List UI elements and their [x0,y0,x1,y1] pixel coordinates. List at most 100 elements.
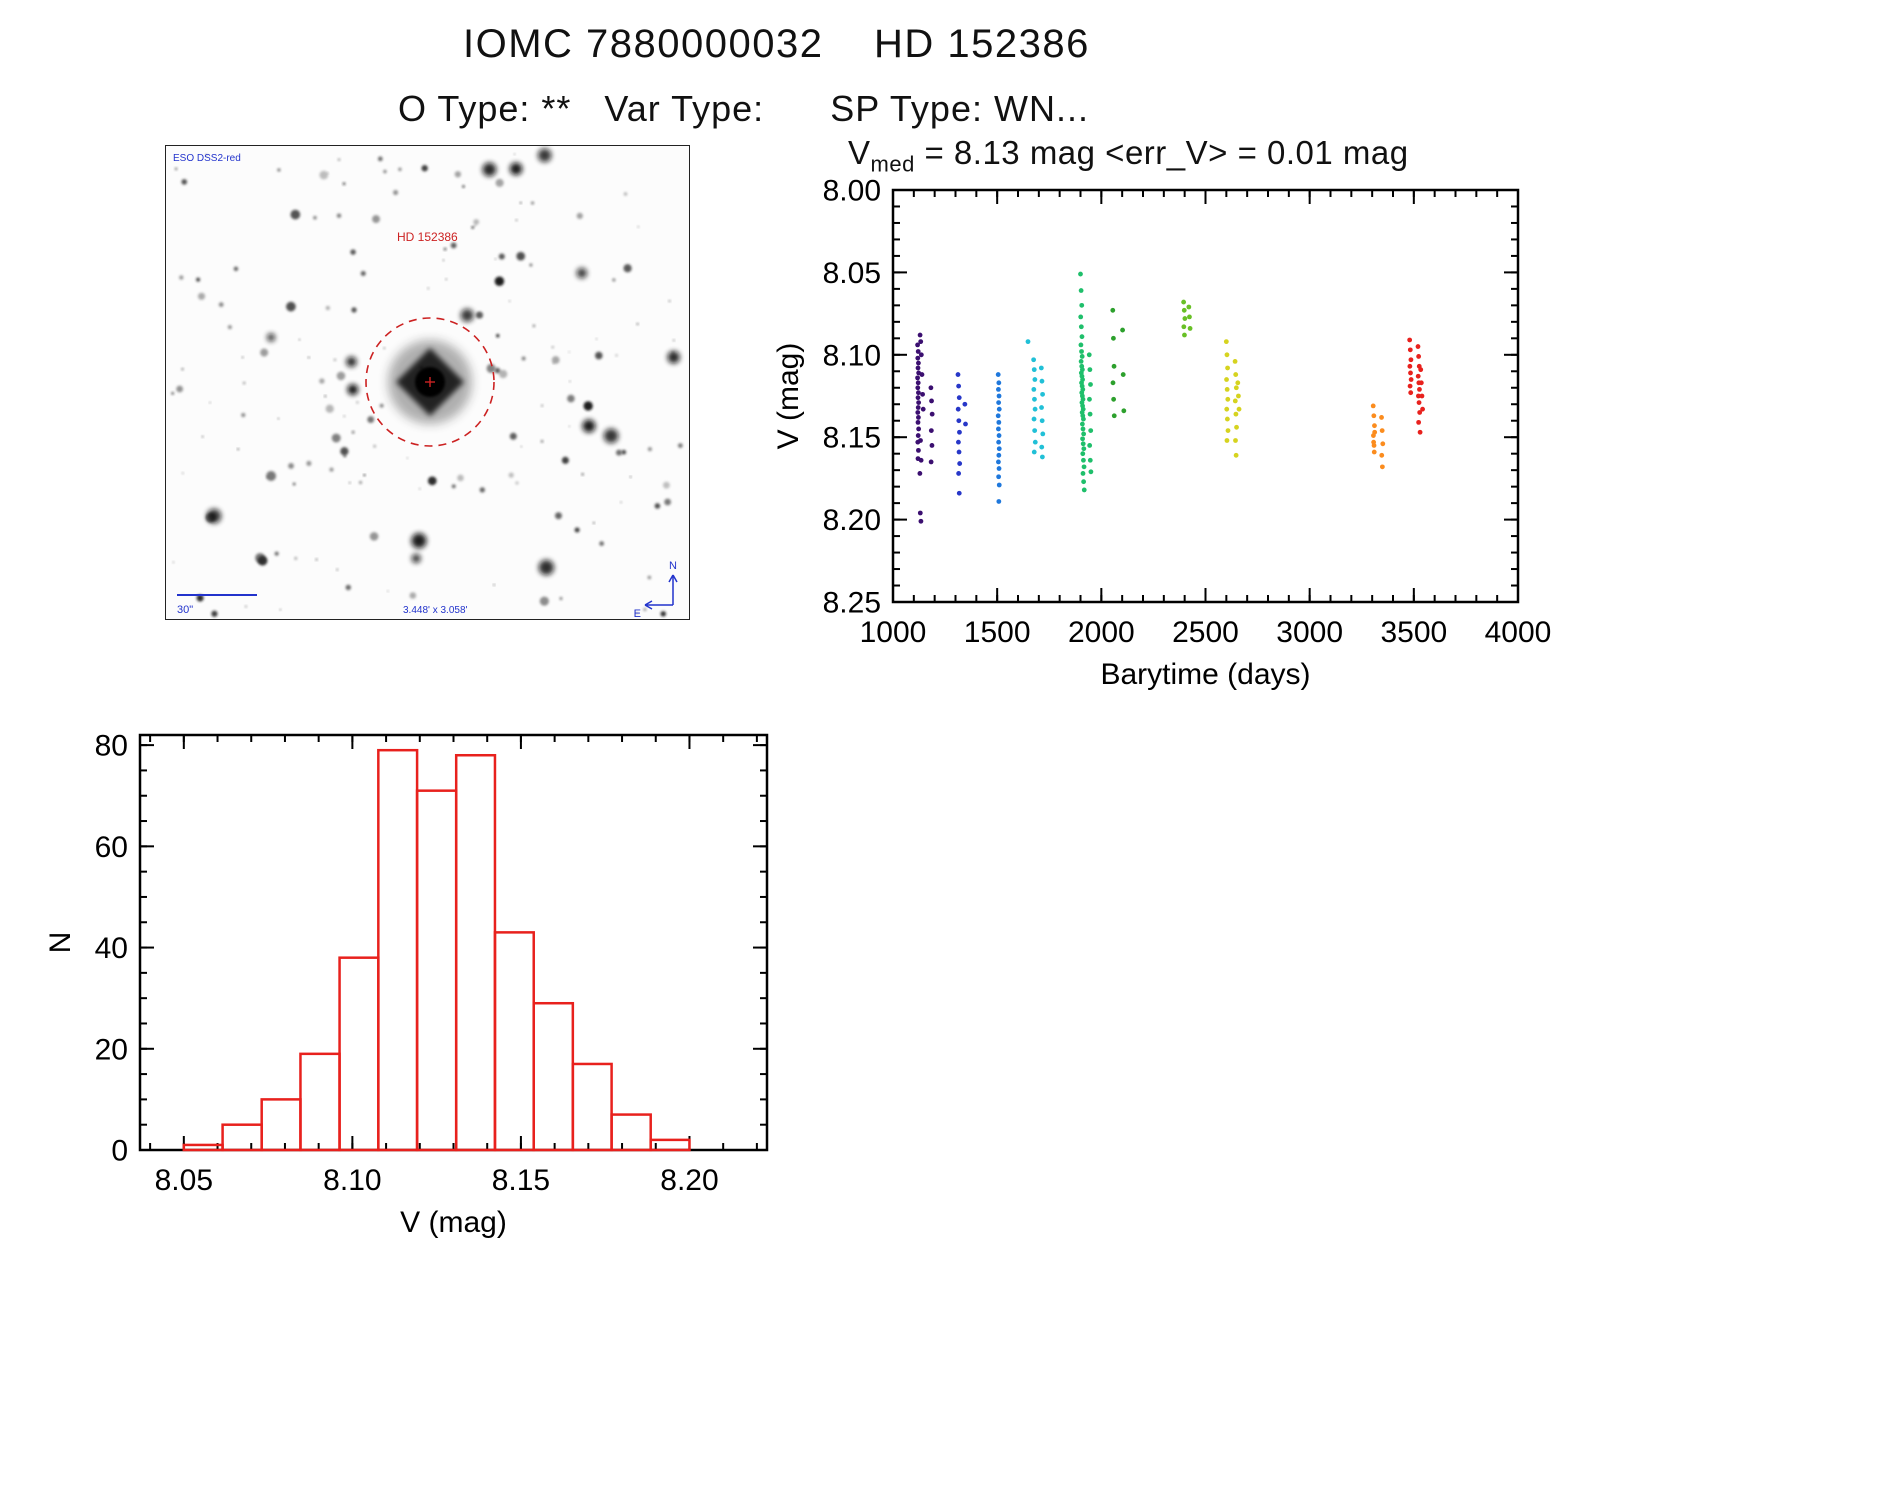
data-point [1379,428,1385,434]
y-tick-label: 8.20 [823,504,881,537]
compass-north-arrow [672,574,678,583]
x-tick-label: 3500 [1380,616,1447,649]
data-point [956,449,962,455]
target-label: HD 152386 [397,230,458,244]
data-point [1181,307,1187,313]
histogram-bar [299,1052,341,1152]
star-dot [324,395,327,398]
data-point [917,332,923,338]
page-subtitle: O Type: ** Var Type: SP Type: WN... [398,88,1089,129]
data-point [1417,429,1423,435]
data-point [1032,406,1038,412]
star-dot [237,448,240,451]
x-tick-label: 8.10 [323,1164,381,1197]
data-point [957,429,962,435]
data-point [1087,367,1093,373]
star-dot [498,253,505,260]
data-point [996,452,1002,458]
star-dot [532,324,536,328]
star-dot [615,354,618,357]
data-point [1233,411,1239,417]
data-point [1040,391,1045,397]
star-dot [329,467,334,472]
star-dot [360,271,366,277]
y-tick-label: 8.10 [823,339,881,372]
finder-image: HD 152386 ESO DSS2-red 30" 3.448' x 3.058' N… [165,145,690,620]
data-point [1079,302,1085,308]
star-dot [196,277,201,282]
star-dot [620,501,622,504]
lightcurve-title-sub: med [870,151,915,177]
star-dot [599,541,604,546]
data-point [915,365,921,371]
x-tick-label: 8.20 [660,1164,718,1197]
star-dot [277,417,280,420]
star-dot [647,575,652,580]
y-tick-label: 40 [95,932,128,965]
data-point [1236,393,1241,399]
star-dot [568,425,571,428]
data-point [996,426,1001,432]
data-point [1111,396,1117,402]
data-point [1379,452,1385,458]
star-dot [529,263,533,267]
data-point [928,428,934,434]
data-point [1182,332,1187,338]
data-point [1233,385,1239,391]
data-point [1087,457,1093,463]
histogram-bar [571,1062,613,1152]
star-blob [482,162,497,177]
star-blob [266,333,276,342]
histogram-bar [454,753,497,1152]
data-point [996,482,1002,488]
data-point [1379,464,1385,470]
star-dot [377,156,383,162]
star-dot [319,170,329,180]
data-point [1224,352,1230,358]
star-dot [277,168,281,172]
data-point [1111,363,1117,369]
star-blob [667,351,680,364]
data-point [1186,304,1192,310]
star-dot [337,158,341,161]
data-point [956,490,962,496]
star-dot [242,381,246,385]
star-dot [379,403,384,408]
x-tick-label: 2000 [1068,616,1135,649]
data-point [1088,428,1094,434]
star-dot [647,447,652,452]
data-point [1080,436,1085,442]
data-point [1232,358,1238,364]
data-point [915,375,920,381]
data-point [1032,396,1037,402]
data-point [996,474,1002,480]
data-point [1408,370,1413,376]
star-dot [495,178,504,187]
data-point [1086,352,1092,358]
star-dot [621,449,627,455]
data-point [1087,443,1093,448]
star-dot [307,356,310,359]
star-dot [181,472,184,475]
data-point [1079,354,1085,359]
star-dot [174,167,178,171]
star-dot [664,498,671,506]
star-dot [462,185,465,188]
star-dot [298,338,301,341]
data-point [1120,372,1126,377]
star-blob [347,384,359,395]
star-dot [612,278,616,282]
data-point [1078,342,1084,348]
data-point [1031,387,1037,392]
data-point [1121,408,1127,414]
data-point [1372,423,1377,429]
star-dot [471,226,475,229]
star-dot [454,171,462,178]
data-point [955,372,961,377]
star-dot [521,356,526,361]
star-dot [345,584,351,591]
star-dot [516,251,526,261]
data-point [1408,377,1414,382]
data-point [1233,372,1239,377]
lightcurve-title-prefix: V [848,134,871,171]
